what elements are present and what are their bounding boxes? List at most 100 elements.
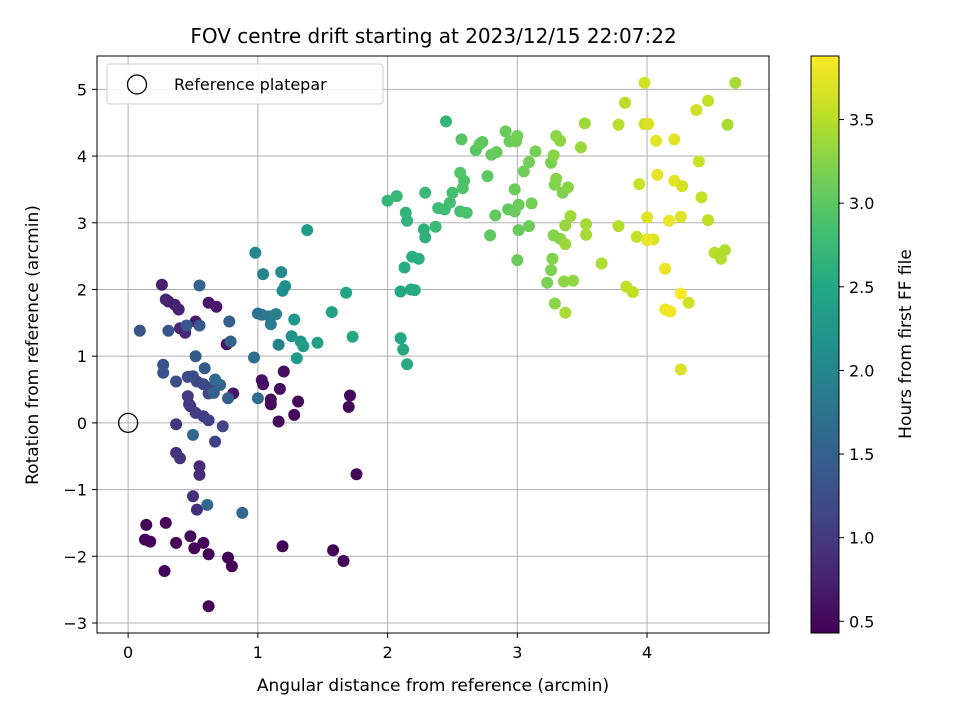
data-point [222,392,234,405]
data-point [193,279,206,292]
data-point [181,390,194,403]
data-point [561,181,574,194]
data-point [664,305,677,318]
data-point [512,198,525,211]
data-point [454,166,467,179]
data-point [412,252,425,265]
data-point [668,133,681,146]
data-point [558,275,570,288]
data-point [546,252,559,265]
x-tick-label: 3 [512,643,522,662]
data-point [401,358,414,371]
data-point [207,386,220,399]
y-tick-label: 1 [77,347,87,366]
data-point [276,540,289,553]
data-point [419,186,432,199]
data-point [272,415,285,428]
data-point [198,362,211,375]
data-point [170,536,183,549]
data-point [140,518,153,531]
data-point [408,284,421,297]
data-point [273,382,286,395]
data-point [529,145,542,158]
data-point [209,373,222,386]
data-point [187,490,199,503]
data-point [674,210,687,223]
reference-platepar-marker [117,412,139,434]
data-point [682,296,695,309]
plot-area: 0 1 2 3 4 −3 −2 −1 0 1 2 3 4 5 [63,55,770,662]
data-point [545,264,558,277]
data-point [559,306,572,319]
data-point [224,335,237,348]
data-point [489,209,502,222]
data-point [210,300,223,313]
data-point [285,330,298,343]
data-point [440,115,452,128]
y-tick-label: 0 [77,414,87,433]
data-point [718,244,731,257]
data-point [517,165,530,178]
data-point [202,600,215,613]
data-point [270,308,282,321]
data-point [190,503,203,516]
data-point [620,280,633,293]
data-point [729,76,742,89]
data-point [651,168,664,181]
data-point [702,214,714,227]
colorbar-tick-label: 0.5 [849,612,874,631]
legend: Reference platepar [106,63,384,105]
y-tick-label: 3 [77,214,87,233]
data-point [641,211,654,224]
legend-marker-open-circle [126,74,148,95]
data-point [264,393,277,406]
data-point [508,183,521,196]
data-point [181,370,194,383]
data-point [159,293,172,306]
data-points [133,76,742,613]
data-point [456,182,469,195]
data-point [547,149,560,162]
data-point [184,530,197,543]
data-point [157,366,170,379]
data-point [446,186,459,199]
data-point [350,468,363,481]
data-point [580,228,593,241]
data-point [490,146,503,159]
data-point [612,118,625,131]
data-point [197,536,210,549]
data-point [578,117,591,130]
data-point [236,506,249,519]
y-axis-label: Rotation from reference (arcmin) [23,205,43,485]
data-point [690,104,703,116]
data-point [595,257,608,270]
data-point [612,220,625,233]
data-point [702,94,714,107]
data-point [381,194,394,207]
data-point [481,170,494,183]
data-point [559,238,572,251]
data-point [223,315,236,328]
data-point [162,324,175,337]
colorbar-tick-label: 1.0 [849,529,874,548]
data-point [139,533,151,546]
y-tick-label: 4 [77,147,87,166]
data-point [172,303,185,316]
data-point [188,542,201,555]
y-tick-label: 5 [77,80,87,99]
data-point [511,130,524,142]
data-point [692,155,705,168]
data-point [394,285,407,298]
data-point [559,219,572,232]
data-point [189,350,202,363]
data-point [193,319,206,332]
data-point [159,516,172,529]
data-point [484,229,497,242]
y-tick-label: 2 [77,280,87,299]
data-point [541,276,554,289]
colorbar-tick-label: 2.5 [849,278,874,297]
data-point [248,351,260,364]
data-point [325,306,338,319]
data-point [642,118,655,130]
reference-layer [117,412,139,434]
